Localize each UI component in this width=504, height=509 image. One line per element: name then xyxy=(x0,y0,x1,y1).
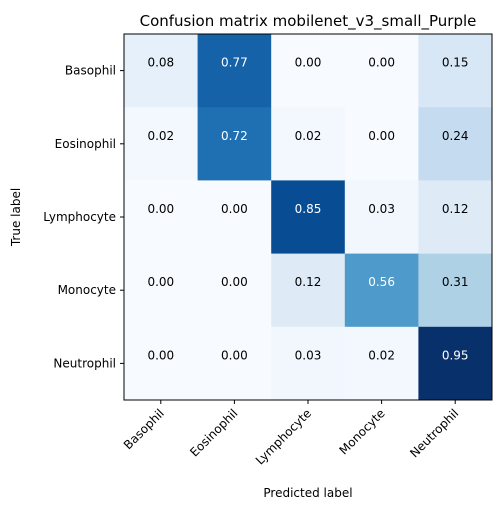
cell-value-label: 0.08 xyxy=(147,56,174,70)
cell-value-label: 0.00 xyxy=(368,129,395,143)
cell-value-label: 0.00 xyxy=(295,56,322,70)
cell-value-label: 0.12 xyxy=(442,202,469,216)
heatmap-cell xyxy=(271,180,346,255)
heatmap-cell xyxy=(418,180,493,255)
y-axis-ticks: Basophil Eosinophil Lymphocyte Monocyte Neut… xyxy=(43,64,124,370)
chart-title: Confusion matrix mobilenet_v3_small_Purp… xyxy=(140,12,477,31)
cell-value-label: 0.31 xyxy=(442,275,469,289)
heatmap-cell xyxy=(197,107,272,181)
heatmap-cell xyxy=(418,34,493,108)
cell-value-label: 0.15 xyxy=(442,56,469,70)
heatmap-cell xyxy=(344,326,419,401)
heatmap-cell xyxy=(197,180,272,255)
cell-value-label: 0.02 xyxy=(295,129,322,143)
heatmap-cell xyxy=(124,253,199,328)
x-tick-label: Monocyte xyxy=(337,406,388,457)
cell-value-label: 0.77 xyxy=(221,56,248,70)
heatmap-cell xyxy=(271,326,346,401)
heatmap-cell xyxy=(197,253,272,328)
heatmap-cell xyxy=(271,253,346,328)
heatmap-cell xyxy=(418,326,493,401)
cell-value-label: 0.72 xyxy=(221,129,248,143)
cell-value-label: 0.03 xyxy=(295,348,322,362)
heatmap-cell xyxy=(124,326,199,401)
x-tick-label: Eosinophil xyxy=(187,406,240,459)
y-tick-label: Lymphocyte xyxy=(43,210,116,224)
heatmap-cell xyxy=(344,253,419,328)
y-tick-label: Neutrophil xyxy=(53,356,116,370)
cell-value-label: 0.00 xyxy=(147,202,174,216)
y-tick-label: Basophil xyxy=(65,64,116,78)
cell-value-label: 0.02 xyxy=(368,348,395,362)
cell-value-label: 0.24 xyxy=(442,129,469,143)
y-axis-label: True label xyxy=(9,188,23,247)
cell-value-label: 0.85 xyxy=(295,202,322,216)
cell-value-label: 0.00 xyxy=(221,202,248,216)
cell-value-label: 0.02 xyxy=(147,129,174,143)
heatmap-cell xyxy=(418,107,493,181)
cell-value-label: 0.00 xyxy=(147,275,174,289)
x-tick-label: Lymphocyte xyxy=(253,406,314,467)
cell-value-label: 0.00 xyxy=(221,275,248,289)
cell-value-label: 0.03 xyxy=(368,202,395,216)
heatmap-cell xyxy=(197,34,272,108)
cell-value-label: 0.00 xyxy=(368,56,395,70)
heatmap-cell xyxy=(418,253,493,328)
x-tick-label: Neutrophil xyxy=(407,406,461,460)
heatmap-cell xyxy=(344,34,419,108)
heatmap-cell xyxy=(124,34,199,108)
heatmap-cell xyxy=(124,180,199,255)
cell-value-labels: 0.08 0.77 0.00 0.00 0.15 0.02 0.72 0.02 0.00 0.24… xyxy=(147,56,468,363)
y-tick-label: Eosinophil xyxy=(55,137,116,151)
x-tick-label: Basophil xyxy=(121,406,167,452)
cell-value-label: 0.56 xyxy=(368,275,395,289)
cell-value-label: 0.12 xyxy=(295,275,322,289)
x-axis-label: Predicted label xyxy=(263,486,352,500)
x-axis-ticks: Basophil Eosinophil Lymphocyte Monocyte Neut… xyxy=(121,400,461,468)
heatmap-cell xyxy=(344,107,419,181)
heatmap-cell xyxy=(124,107,199,181)
heatmap-cell xyxy=(271,107,346,181)
cell-value-label: 0.95 xyxy=(442,348,469,362)
heatmap-cell xyxy=(344,180,419,255)
cell-value-label: 0.00 xyxy=(221,348,248,362)
cell-value-label: 0.00 xyxy=(147,348,174,362)
heatmap-cell xyxy=(271,34,346,108)
heatmap-cells xyxy=(124,34,493,401)
heatmap-cell xyxy=(197,326,272,401)
y-tick-label: Monocyte xyxy=(58,283,116,297)
